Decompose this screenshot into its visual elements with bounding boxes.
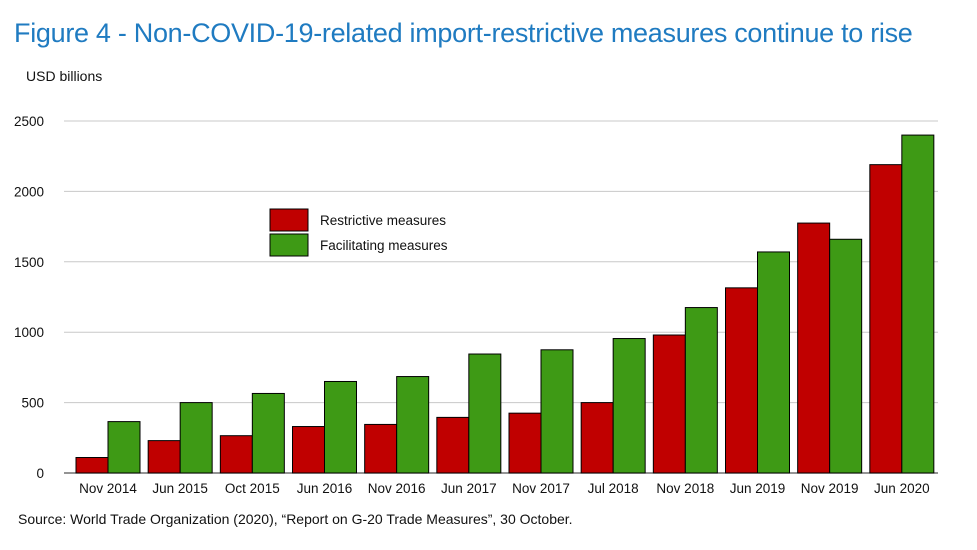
x-tick-label: Nov 2017 [512, 481, 570, 496]
y-tick-label: 1000 [14, 325, 44, 340]
bar-facilitating [901, 134, 935, 474]
y-tick-label: 500 [21, 396, 44, 411]
legend-label-facilitating: Facilitating measures [320, 238, 448, 253]
bar-facilitating [396, 376, 430, 474]
y-axis-ticks: 0 500 1000 1500 2000 2500 [14, 114, 44, 481]
bar-facilitating [684, 307, 718, 474]
x-tick-label: Oct 2015 [225, 481, 280, 496]
x-tick-label: Nov 2014 [79, 481, 137, 496]
bar-restrictive [219, 435, 253, 474]
legend-label-restrictive: Restrictive measures [320, 213, 446, 228]
bar-facilitating [540, 349, 574, 474]
source-note: Source: World Trade Organization (2020),… [18, 511, 573, 527]
bar-restrictive [652, 334, 686, 474]
bar-facilitating [468, 353, 502, 474]
bar-restrictive [292, 426, 325, 474]
x-tick-label: Nov 2018 [656, 481, 714, 496]
x-axis-ticks: Nov 2014 Jun 2015 Oct 2015 Jun 2016 Nov 2016… [79, 481, 930, 496]
x-tick-label: Jun 2016 [297, 481, 353, 496]
bar-facilitating [324, 380, 357, 474]
y-tick-label: 0 [36, 466, 44, 481]
legend-swatch-restrictive [269, 208, 309, 232]
x-tick-label: Nov 2019 [801, 481, 859, 496]
bar-restrictive [797, 222, 831, 474]
bar-restrictive [364, 423, 398, 474]
bar-facilitating [251, 392, 285, 474]
y-tick-label: 1500 [14, 255, 44, 270]
bar-facilitating [829, 238, 863, 474]
bar-restrictive [436, 416, 470, 474]
x-tick-label: Jun 2017 [441, 481, 497, 496]
bar-restrictive [147, 440, 181, 474]
y-tick-label: 2000 [14, 184, 44, 199]
bar-restrictive [580, 402, 614, 474]
bar-restrictive [508, 412, 542, 474]
x-tick-label: Jul 2018 [588, 481, 639, 496]
x-tick-label: Jun 2019 [730, 481, 786, 496]
bar-facilitating [757, 251, 790, 474]
legend-swatch-facilitating [269, 233, 309, 257]
x-tick-label: Jun 2020 [874, 481, 930, 496]
bar-facilitating [612, 338, 646, 474]
chart-title: Figure 4 - Non-COVID-19-related import-r… [14, 18, 913, 48]
y-tick-label: 2500 [14, 114, 44, 129]
bar-restrictive [869, 164, 903, 474]
x-tick-label: Jun 2015 [152, 481, 208, 496]
legend: Restrictive measures Facilitating measur… [269, 208, 448, 257]
y-axis-unit-label: USD billions [26, 68, 103, 84]
x-tick-label: Nov 2016 [368, 481, 426, 496]
bar-restrictive [75, 457, 109, 474]
bars [75, 134, 935, 474]
bar-facilitating [179, 402, 213, 474]
bar-restrictive [725, 287, 758, 474]
bar-facilitating [107, 421, 141, 474]
